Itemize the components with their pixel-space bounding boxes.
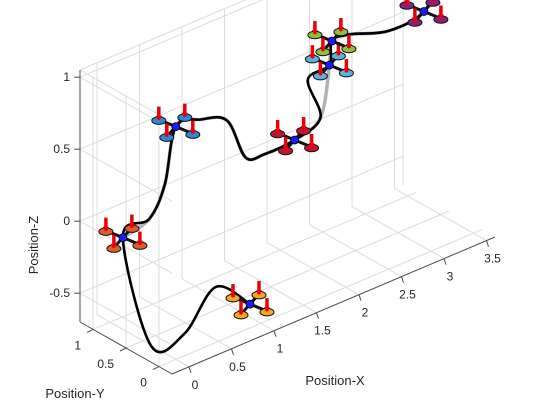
grid-line-floor-y	[158, 229, 483, 368]
x-tick-mark	[358, 294, 362, 301]
x-tick-mark	[443, 258, 447, 265]
x-tick-mark	[231, 348, 234, 355]
x-axis-line	[171, 236, 496, 375]
z-tick-label: 0.5	[53, 142, 70, 156]
x-tick-label: 2	[362, 306, 369, 320]
quadrotor-marker	[98, 214, 148, 253]
box-edge	[79, 69, 173, 123]
y-tick-label: 0	[140, 376, 147, 390]
reference-path	[121, 0, 434, 240]
grid-line-back-z	[79, 155, 404, 294]
grid-line-back-z	[79, 0, 264, 78]
x-tick-mark	[273, 330, 277, 337]
x-axis-label: Position-X	[305, 373, 365, 388]
y-tick-mark	[86, 328, 94, 333]
tick-labels: 0 0.5 1 1.5 2 2.5 3 3.5 0 0.5 1 -0.5 0 0.5 1	[49, 70, 501, 392]
quadrotor-marker	[225, 281, 275, 320]
quadrotor-marker	[270, 117, 320, 156]
x-tick-mark	[486, 240, 489, 247]
y-axis-label: Position-Y	[45, 386, 105, 401]
reference-path-line	[121, 0, 434, 240]
x-tick-label: 2.5	[399, 288, 416, 302]
z-tick-label: 0	[63, 214, 70, 228]
quadrotor-marker	[307, 18, 357, 57]
x-tick-label: 3	[447, 270, 454, 284]
quadrotor-markers	[98, 0, 449, 320]
box-edge	[79, 0, 247, 71]
z-tick-label: -0.5	[49, 286, 70, 300]
x-tick-label: 0.5	[229, 360, 246, 374]
x-tick-mark	[401, 276, 404, 283]
x-tick-mark	[188, 366, 192, 373]
quadrotor-marker	[399, 0, 449, 27]
y-tick-mark	[152, 366, 160, 371]
grid	[79, 0, 487, 368]
grid-line-side-z	[79, 292, 173, 346]
grid-line-side-z	[79, 148, 173, 202]
y-tick-label: 1	[74, 338, 81, 352]
quadrotor-marker	[151, 103, 201, 142]
x-tick-label: 1.5	[314, 324, 331, 338]
y-tick-label: 0.5	[97, 357, 114, 371]
y-tick-mark	[119, 347, 127, 352]
flown-trajectory	[121, 0, 433, 354]
quadrotor-marker	[304, 42, 354, 81]
x-tick-label: 1	[277, 342, 284, 356]
grid-line-floor-y	[92, 191, 417, 330]
x-tick-mark	[316, 312, 319, 319]
x-tick-label: 0	[192, 378, 199, 392]
z-axis-label: Position-Z	[26, 216, 41, 275]
flown-path-line	[121, 0, 433, 354]
axes	[74, 70, 496, 375]
grid-line-side-z	[79, 220, 173, 274]
z-tick-label: 1	[63, 70, 70, 84]
grid-line-floor-y	[125, 210, 450, 349]
x-tick-label: 3.5	[484, 252, 501, 266]
